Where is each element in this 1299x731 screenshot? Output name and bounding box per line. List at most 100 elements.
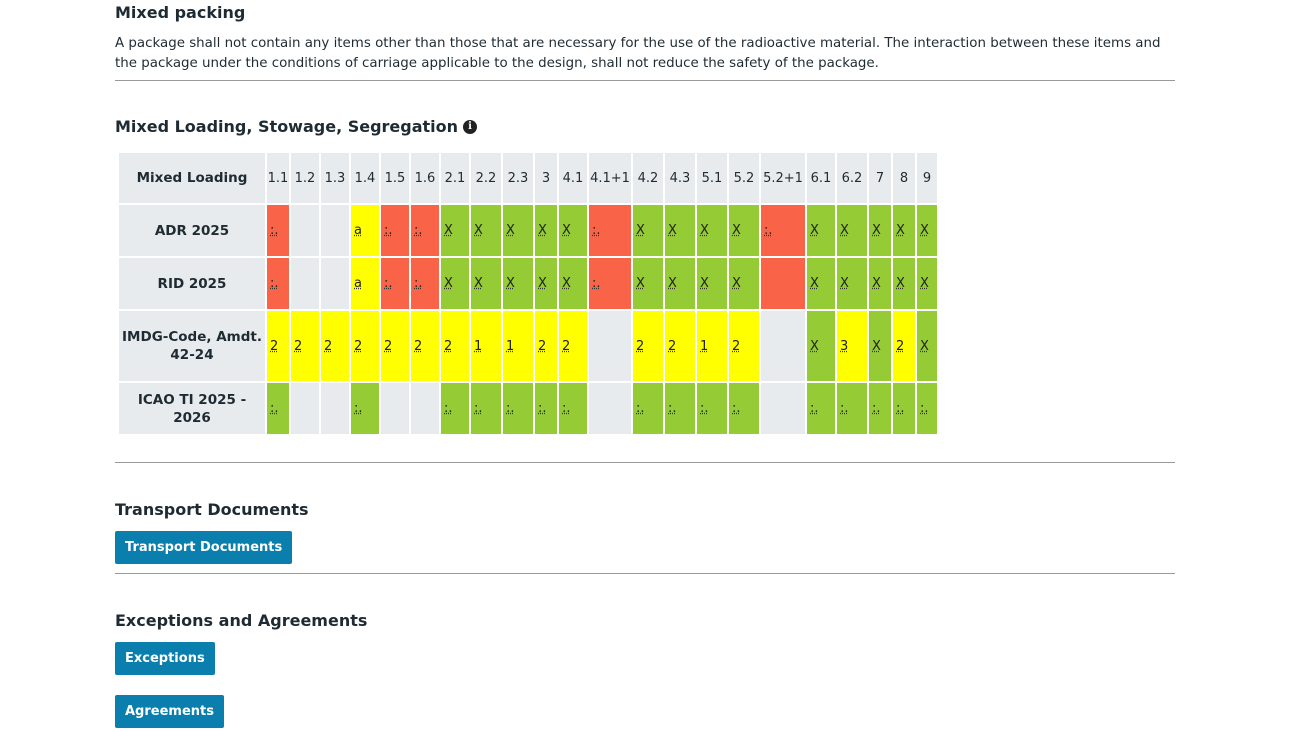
cell-code-link[interactable]: X [506,223,515,238]
cell-code-link[interactable]: :. [474,401,483,416]
cell-code-link[interactable]: :. [384,276,393,291]
table-cell[interactable]: 2 [663,309,697,383]
cell-code-link[interactable]: :. [592,223,601,238]
cell-code-link[interactable]: X [732,223,741,238]
table-cell[interactable]: X [867,203,893,258]
table-cell[interactable]: :. [631,381,665,436]
table-cell[interactable]: :. [557,381,589,436]
cell-code-link[interactable]: 1 [700,338,709,354]
table-cell[interactable]: 2 [289,309,321,383]
cell-code-link[interactable]: :. [732,401,741,416]
table-cell[interactable]: :. [835,381,869,436]
cell-code-link[interactable]: X [872,223,881,238]
table-cell[interactable]: :. [805,381,837,436]
cell-code-link[interactable]: X [920,223,929,238]
cell-code-link[interactable]: X [636,276,645,291]
cell-code-link[interactable]: 2 [384,338,393,354]
cell-code-link[interactable]: X [920,276,929,291]
table-cell[interactable]: :. [265,381,291,436]
table-cell[interactable]: 1 [469,309,503,383]
table-cell[interactable]: 2 [631,309,665,383]
cell-code-link[interactable]: :. [384,223,393,238]
table-cell[interactable]: X [663,203,697,258]
table-cell[interactable]: :. [379,256,411,311]
cell-code-link[interactable]: :. [810,401,819,416]
table-cell[interactable]: :. [439,381,471,436]
cell-code-link[interactable]: :. [668,401,677,416]
cell-code-link[interactable]: :. [840,401,849,416]
cell-code-link[interactable]: X [562,276,571,291]
table-cell[interactable]: X [891,256,917,311]
table-cell[interactable]: X [695,256,729,311]
table-cell[interactable]: :. [533,381,559,436]
table-cell[interactable]: 2 [265,309,291,383]
table-cell[interactable]: X [805,309,837,383]
cell-code-link[interactable]: :. [414,223,423,238]
cell-code-link[interactable]: :. [872,401,881,416]
transport-documents-button[interactable]: Transport Documents [115,531,293,564]
table-cell[interactable]: 1 [501,309,535,383]
cell-code-link[interactable]: X [474,223,483,238]
cell-code-link[interactable]: X [474,276,483,291]
table-cell[interactable]: X [695,203,729,258]
table-cell[interactable]: :. [501,381,535,436]
cell-code-link[interactable]: :. [562,401,571,416]
cell-code-link[interactable]: :. [538,401,547,416]
exceptions-button[interactable]: Exceptions [115,642,215,675]
table-cell[interactable]: 2 [319,309,351,383]
table-cell[interactable]: :. [265,203,291,258]
table-cell[interactable]: X [501,203,535,258]
cell-code-link[interactable]: :. [414,276,423,291]
cell-code-link[interactable]: :. [920,401,929,416]
table-cell[interactable]: :. [867,381,893,436]
cell-code-link[interactable]: X [538,223,547,238]
table-cell[interactable]: X [631,256,665,311]
table-cell[interactable]: :. [663,381,697,436]
cell-code-link[interactable]: X [700,276,709,291]
table-cell[interactable]: X [469,256,503,311]
cell-code-link[interactable]: 2 [636,338,645,354]
cell-code-link[interactable]: X [920,338,929,354]
cell-code-link[interactable]: :. [270,223,279,238]
cell-code-link[interactable]: 2 [562,338,571,354]
cell-code-link[interactable]: X [444,223,453,238]
agreements-button[interactable]: Agreements [115,695,224,728]
cell-code-link[interactable]: 3 [840,338,849,354]
table-cell[interactable]: X [663,256,697,311]
table-cell[interactable]: X [867,309,893,383]
cell-code-link[interactable]: :. [896,401,905,416]
cell-code-link[interactable]: 2 [270,338,279,354]
info-icon[interactable]: i [463,119,478,134]
cell-code-link[interactable]: X [668,276,677,291]
cell-code-link[interactable]: X [896,223,905,238]
table-cell[interactable]: 3 [835,309,869,383]
table-cell[interactable]: X [631,203,665,258]
cell-code-link[interactable]: :. [354,401,363,416]
cell-code-link[interactable]: X [732,276,741,291]
table-cell[interactable]: X [727,256,761,311]
table-cell[interactable]: :. [727,381,761,436]
table-cell[interactable]: a [349,256,381,311]
cell-code-link[interactable]: X [840,223,849,238]
cell-code-link[interactable]: X [562,223,571,238]
table-cell[interactable]: a [349,203,381,258]
cell-code-link[interactable]: 2 [294,338,303,354]
table-cell[interactable]: 2 [891,309,917,383]
table-cell[interactable]: 2 [557,309,589,383]
table-cell[interactable]: X [835,203,869,258]
table-cell[interactable]: 2 [727,309,761,383]
table-cell[interactable]: :. [891,381,917,436]
cell-code-link[interactable]: 2 [354,338,363,354]
table-cell[interactable]: X [439,256,471,311]
table-cell[interactable]: :. [469,381,503,436]
table-cell[interactable]: :. [409,256,441,311]
cell-code-link[interactable]: X [810,223,819,238]
table-cell[interactable]: X [835,256,869,311]
table-cell[interactable]: X [557,203,589,258]
cell-code-link[interactable]: :. [270,276,279,291]
table-cell[interactable]: X [533,256,559,311]
table-cell[interactable]: 2 [379,309,411,383]
cell-code-link[interactable]: X [810,338,819,354]
cell-code-link[interactable]: a [354,223,362,238]
table-cell[interactable]: X [891,203,917,258]
